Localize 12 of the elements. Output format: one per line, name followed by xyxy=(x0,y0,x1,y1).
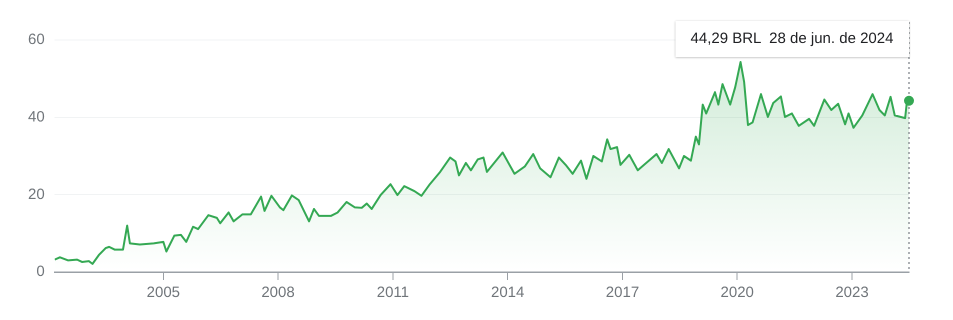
x-tick-label: 2008 xyxy=(261,284,295,302)
x-tick-label: 2005 xyxy=(146,284,180,302)
x-tick-label: 2011 xyxy=(376,284,409,302)
x-tick-label: 2014 xyxy=(490,284,524,302)
annotation: 44,29 BRL 28 de jun. de 2024 xyxy=(690,30,894,48)
y-tick-label: 60 xyxy=(28,31,45,48)
x-tick-label: 2017 xyxy=(606,284,640,302)
y-tick-label: 40 xyxy=(28,108,45,126)
x-tick-label: 2023 xyxy=(835,284,869,302)
y-tick-label: 0 xyxy=(36,263,45,280)
x-tick-label: 2020 xyxy=(720,284,754,302)
y-tick-label: 20 xyxy=(28,186,45,203)
